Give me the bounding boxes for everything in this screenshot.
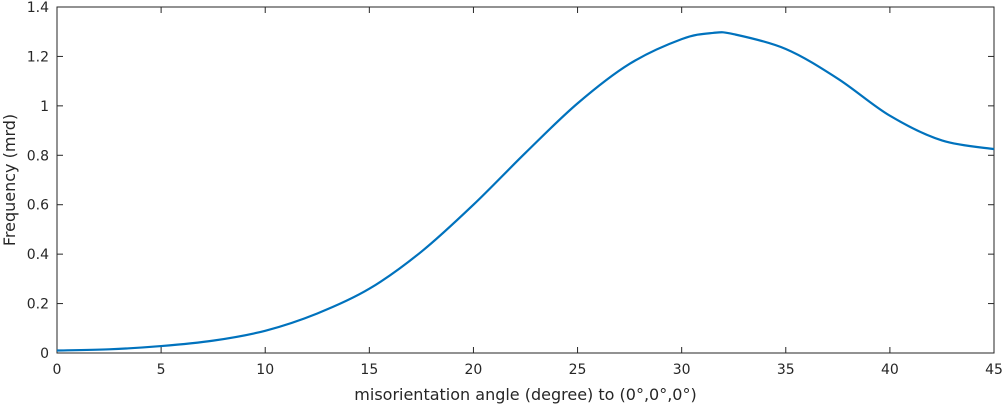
y-axis-label: Frequency (mrd) <box>0 114 19 246</box>
plot-area <box>56 6 995 354</box>
x-tick-label: 5 <box>157 362 166 378</box>
x-axis-label: misorientation angle (degree) to (0°,0°,… <box>354 385 696 404</box>
x-tick-label: 0 <box>53 362 62 378</box>
y-tick-label: 0.4 <box>27 247 49 263</box>
y-tick-label: 1 <box>40 99 49 115</box>
y-tick-label: 1.2 <box>27 49 49 65</box>
y-tick-label: 0.2 <box>27 297 49 313</box>
x-tick-label: 20 <box>465 362 483 378</box>
x-tick-label: 10 <box>256 362 274 378</box>
y-tick-label: 0 <box>40 346 49 362</box>
x-tick-label: 15 <box>360 362 378 378</box>
x-tick-label: 25 <box>569 362 587 378</box>
y-tick-label: 1.4 <box>27 0 49 16</box>
frequency-line <box>56 31 995 352</box>
y-axis-ticks: 0 0.2 0.4 0.6 0.8 1 1.2 1.4 <box>27 0 994 362</box>
x-tick-label: 35 <box>777 362 795 378</box>
x-tick-label: 45 <box>985 362 1003 378</box>
x-tick-label: 30 <box>673 362 691 378</box>
x-tick-label: 40 <box>881 362 899 378</box>
y-tick-label: 0.6 <box>27 198 49 214</box>
y-tick-label: 0.8 <box>27 148 49 164</box>
x-axis-ticks: 0 5 10 15 20 25 30 35 40 45 <box>53 7 1003 378</box>
